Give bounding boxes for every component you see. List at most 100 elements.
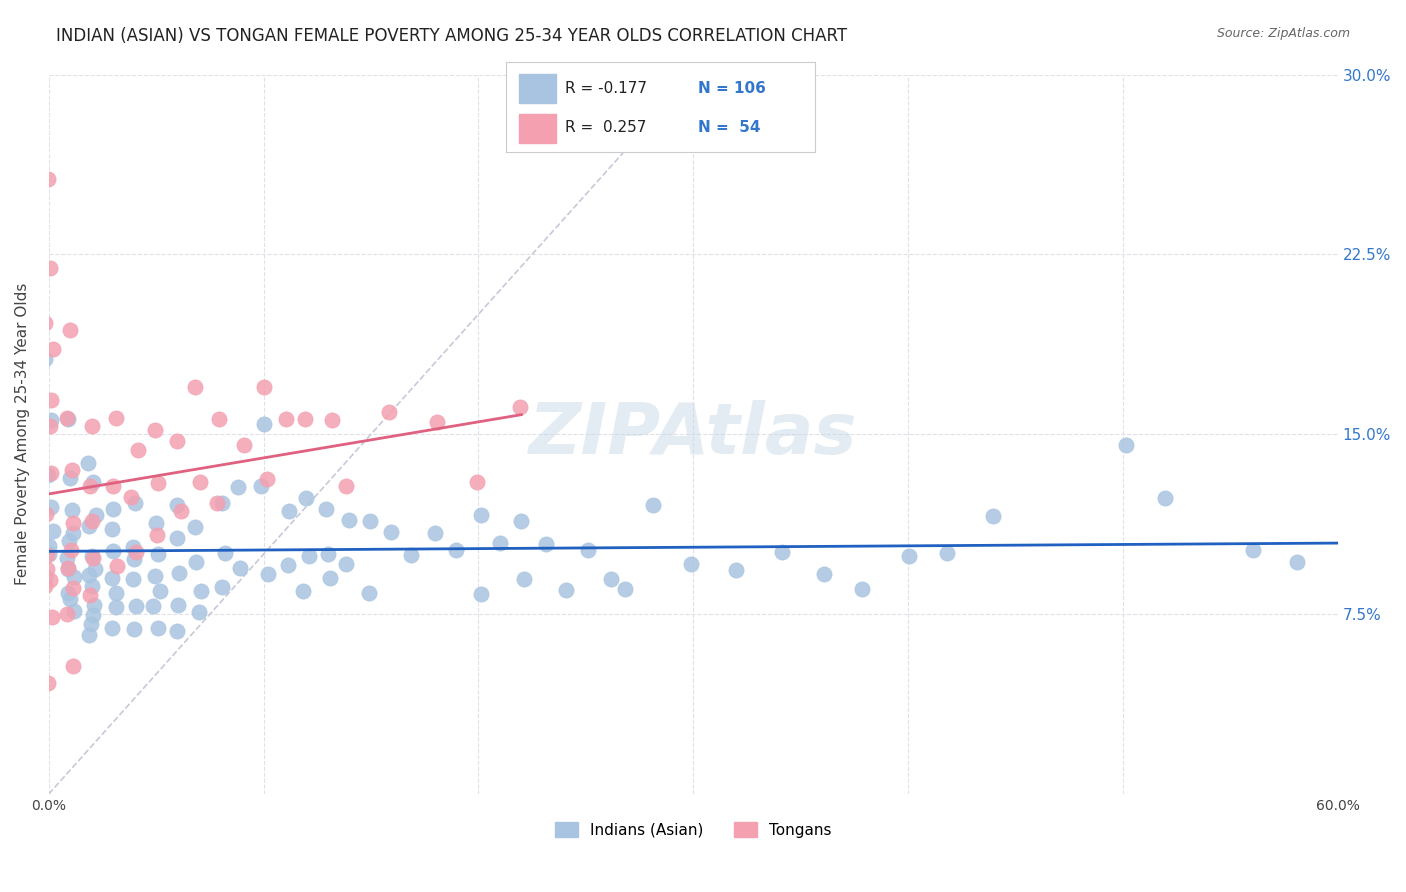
Point bbox=[101, 502, 124, 516]
Point bbox=[166, 531, 188, 545]
Point bbox=[58, 533, 80, 548]
Point bbox=[146, 547, 169, 561]
Point bbox=[59, 592, 82, 607]
Point bbox=[56, 560, 79, 574]
Point bbox=[122, 573, 145, 587]
Point bbox=[188, 605, 211, 619]
Point bbox=[166, 624, 188, 638]
Point bbox=[446, 543, 468, 558]
Point bbox=[190, 583, 212, 598]
Point bbox=[60, 503, 83, 517]
Point bbox=[170, 503, 193, 517]
Point bbox=[145, 516, 167, 530]
Point bbox=[39, 500, 62, 514]
Point bbox=[59, 323, 82, 337]
Text: INDIAN (ASIAN) VS TONGAN FEMALE POVERTY AMONG 25-34 YEAR OLDS CORRELATION CHART: INDIAN (ASIAN) VS TONGAN FEMALE POVERTY … bbox=[56, 27, 848, 45]
Point bbox=[34, 570, 56, 584]
Point bbox=[898, 549, 921, 564]
Point bbox=[82, 607, 104, 622]
Legend: Indians (Asian), Tongans: Indians (Asian), Tongans bbox=[548, 815, 838, 844]
Point bbox=[233, 438, 256, 452]
Point bbox=[41, 392, 63, 407]
Point bbox=[80, 579, 103, 593]
Point bbox=[770, 545, 793, 559]
Point bbox=[82, 549, 104, 564]
Point bbox=[643, 498, 665, 512]
Point bbox=[534, 537, 557, 551]
Point bbox=[56, 586, 79, 600]
Point bbox=[148, 475, 170, 490]
Point bbox=[83, 598, 105, 612]
Point bbox=[399, 549, 422, 563]
Point bbox=[226, 480, 249, 494]
Point bbox=[315, 502, 337, 516]
Point bbox=[253, 417, 276, 432]
Point bbox=[554, 583, 576, 598]
Point bbox=[60, 463, 83, 477]
Point bbox=[42, 342, 65, 356]
Point bbox=[82, 419, 104, 434]
Point bbox=[316, 547, 339, 561]
Point bbox=[576, 543, 599, 558]
Point bbox=[681, 557, 703, 571]
Point bbox=[35, 562, 58, 576]
Point bbox=[38, 260, 60, 275]
Point bbox=[62, 659, 84, 673]
Point bbox=[62, 570, 84, 584]
Point bbox=[101, 522, 124, 536]
Point bbox=[188, 475, 211, 489]
Point bbox=[60, 543, 83, 558]
Point bbox=[101, 571, 124, 585]
Point bbox=[277, 504, 299, 518]
Point bbox=[35, 548, 58, 562]
Point bbox=[509, 400, 531, 414]
Point bbox=[143, 423, 166, 437]
Point bbox=[77, 628, 100, 642]
Point bbox=[1115, 438, 1137, 452]
Point bbox=[256, 567, 278, 582]
Point bbox=[295, 491, 318, 506]
Point bbox=[337, 513, 360, 527]
Point bbox=[79, 587, 101, 601]
Point bbox=[981, 509, 1004, 524]
Point bbox=[145, 569, 167, 583]
Point bbox=[465, 475, 488, 490]
Text: N = 106: N = 106 bbox=[697, 81, 766, 95]
Point bbox=[813, 566, 835, 581]
Point bbox=[125, 544, 148, 558]
Point bbox=[76, 456, 98, 470]
Point bbox=[80, 617, 103, 632]
Point bbox=[41, 610, 63, 624]
Point bbox=[84, 562, 107, 576]
Point bbox=[253, 380, 276, 394]
Point bbox=[39, 413, 62, 427]
Point bbox=[62, 516, 84, 530]
Point bbox=[274, 411, 297, 425]
Point bbox=[214, 546, 236, 560]
Point bbox=[79, 478, 101, 492]
Point bbox=[510, 514, 533, 528]
Point bbox=[250, 479, 273, 493]
Point bbox=[62, 525, 84, 540]
Point bbox=[335, 479, 357, 493]
Text: R = -0.177: R = -0.177 bbox=[565, 81, 647, 95]
Point bbox=[1154, 491, 1177, 505]
Point bbox=[359, 515, 381, 529]
Point bbox=[166, 499, 188, 513]
Point bbox=[63, 604, 86, 618]
Point bbox=[39, 419, 62, 434]
Point bbox=[148, 621, 170, 635]
Point bbox=[321, 413, 343, 427]
Point bbox=[56, 607, 79, 621]
Point bbox=[211, 580, 233, 594]
Point bbox=[167, 566, 190, 581]
Bar bbox=[519, 74, 555, 103]
Point bbox=[724, 563, 747, 577]
Point bbox=[256, 472, 278, 486]
Point bbox=[105, 411, 128, 425]
Point bbox=[82, 475, 104, 489]
Point bbox=[59, 471, 82, 485]
Point bbox=[377, 405, 399, 419]
Point bbox=[39, 466, 62, 480]
Point bbox=[38, 547, 60, 561]
